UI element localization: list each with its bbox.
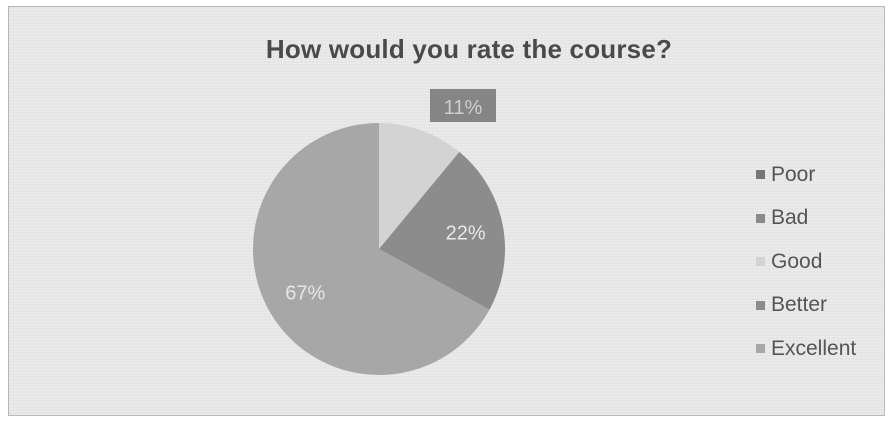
legend-label-excellent: Excellent bbox=[771, 336, 857, 360]
legend-swatch-poor bbox=[756, 170, 765, 180]
legend-label-bad: Bad bbox=[771, 206, 809, 230]
data-label-good: 11% bbox=[444, 97, 483, 119]
legend-item-excellent: Excellent bbox=[756, 327, 856, 371]
legend-item-good: Good bbox=[756, 240, 856, 284]
legend-label-poor: Poor bbox=[771, 162, 816, 186]
legend-swatch-better bbox=[756, 300, 765, 310]
legend-item-better: Better bbox=[756, 284, 856, 328]
pie-slice-good bbox=[379, 123, 460, 249]
legend-label-better: Better bbox=[771, 293, 828, 317]
legend-swatch-excellent bbox=[756, 344, 765, 354]
legend-item-bad: Bad bbox=[756, 197, 856, 241]
legend-label-good: Good bbox=[771, 249, 823, 273]
legend-item-poor: Poor bbox=[756, 153, 856, 197]
pie-chart: 11% 22% 67% bbox=[253, 89, 506, 375]
chart-legend: Poor Bad Good Better Excellent bbox=[756, 153, 856, 371]
legend-swatch-good bbox=[756, 257, 765, 267]
pie-slice-better bbox=[379, 151, 506, 310]
data-label-better: 22% bbox=[446, 222, 486, 244]
chart-area: How would you rate the course? 11% 22% 67%… bbox=[8, 6, 885, 416]
legend-swatch-bad bbox=[756, 213, 765, 223]
chart-title: How would you rate the course? bbox=[265, 34, 673, 64]
data-label-box-good bbox=[430, 89, 496, 122]
pie-slice-excellent bbox=[253, 123, 490, 375]
data-label-excellent: 67% bbox=[285, 283, 325, 305]
